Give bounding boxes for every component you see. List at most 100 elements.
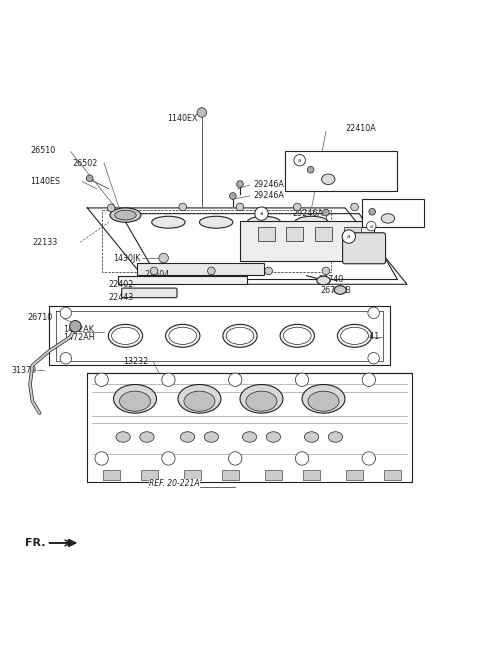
Bar [222, 470, 239, 480]
Text: 22441: 22441 [355, 332, 380, 341]
Ellipse shape [226, 327, 254, 345]
Text: 22410A: 22410A [345, 124, 376, 133]
Text: 39318: 39318 [319, 175, 344, 184]
Circle shape [369, 208, 375, 215]
Ellipse shape [199, 216, 233, 228]
Ellipse shape [280, 325, 314, 347]
Circle shape [362, 452, 375, 465]
Text: 29246A: 29246A [253, 179, 284, 189]
Circle shape [229, 193, 236, 199]
Ellipse shape [184, 391, 215, 411]
Bar [303, 470, 320, 480]
Circle shape [228, 373, 242, 386]
Ellipse shape [247, 216, 281, 228]
Ellipse shape [266, 432, 281, 442]
Circle shape [293, 203, 301, 210]
FancyBboxPatch shape [343, 233, 385, 264]
Circle shape [368, 353, 379, 364]
Circle shape [342, 230, 356, 243]
Ellipse shape [328, 432, 343, 442]
Ellipse shape [108, 325, 143, 347]
Bar [103, 470, 120, 480]
Ellipse shape [381, 214, 395, 223]
Circle shape [351, 203, 359, 210]
Ellipse shape [322, 174, 335, 185]
Bar [141, 470, 158, 480]
Ellipse shape [115, 210, 136, 220]
Text: 1140DJ: 1140DJ [319, 164, 347, 173]
Circle shape [255, 207, 268, 220]
Ellipse shape [152, 216, 185, 228]
Text: a: a [347, 234, 350, 239]
Circle shape [197, 108, 206, 118]
Text: 22402: 22402 [109, 280, 134, 289]
Ellipse shape [308, 391, 339, 411]
Text: 29246A: 29246A [253, 191, 284, 200]
Circle shape [366, 221, 376, 231]
Ellipse shape [166, 325, 200, 347]
Ellipse shape [304, 432, 319, 442]
Ellipse shape [302, 384, 345, 413]
Text: 31379: 31379 [11, 366, 36, 374]
Circle shape [108, 204, 115, 212]
Circle shape [95, 373, 108, 386]
Ellipse shape [169, 327, 197, 345]
Circle shape [179, 203, 187, 210]
Circle shape [237, 181, 243, 187]
Ellipse shape [337, 325, 372, 347]
Ellipse shape [114, 384, 156, 413]
Ellipse shape [110, 208, 141, 222]
Ellipse shape [204, 432, 218, 442]
Ellipse shape [178, 384, 221, 413]
Circle shape [86, 175, 93, 182]
Circle shape [362, 373, 375, 386]
Ellipse shape [240, 384, 283, 413]
Text: 26740: 26740 [319, 275, 344, 284]
Bar [344, 227, 361, 241]
Circle shape [322, 267, 330, 275]
Circle shape [294, 155, 305, 166]
Bar [384, 470, 401, 480]
Text: 1472AH: 1472AH [63, 333, 95, 342]
Bar [118, 276, 247, 284]
Ellipse shape [112, 327, 139, 345]
Ellipse shape [283, 327, 311, 345]
Text: 29246A: 29246A [292, 209, 324, 218]
Text: 1472AK: 1472AK [63, 325, 94, 334]
Text: 26740B: 26740B [320, 286, 351, 295]
Circle shape [295, 373, 309, 386]
Circle shape [307, 167, 314, 173]
Circle shape [265, 267, 273, 275]
Text: 1140ES: 1140ES [30, 177, 60, 186]
Text: a: a [298, 158, 301, 163]
Circle shape [60, 307, 72, 319]
Bar [286, 227, 303, 241]
Circle shape [207, 267, 215, 275]
Text: 22133: 22133 [33, 238, 58, 247]
Bar [285, 151, 397, 191]
Circle shape [323, 209, 329, 216]
Ellipse shape [180, 432, 195, 442]
Ellipse shape [295, 216, 328, 228]
Ellipse shape [317, 276, 330, 285]
Ellipse shape [120, 391, 151, 411]
Ellipse shape [242, 432, 257, 442]
Text: a: a [260, 211, 263, 216]
Circle shape [159, 253, 168, 263]
Ellipse shape [246, 391, 277, 411]
Ellipse shape [334, 286, 346, 294]
Text: REF. 39-273: REF. 39-273 [377, 212, 419, 218]
Text: 13232: 13232 [123, 357, 148, 366]
Circle shape [228, 452, 242, 465]
Circle shape [162, 373, 175, 386]
Text: 1430JK: 1430JK [114, 254, 141, 262]
Text: REF. 20-221A: REF. 20-221A [149, 479, 200, 488]
Ellipse shape [223, 325, 257, 347]
Ellipse shape [341, 327, 368, 345]
Bar [184, 470, 201, 480]
Bar [315, 227, 332, 241]
Bar [265, 470, 282, 480]
Ellipse shape [140, 432, 154, 442]
Circle shape [236, 203, 244, 210]
Circle shape [368, 307, 379, 319]
